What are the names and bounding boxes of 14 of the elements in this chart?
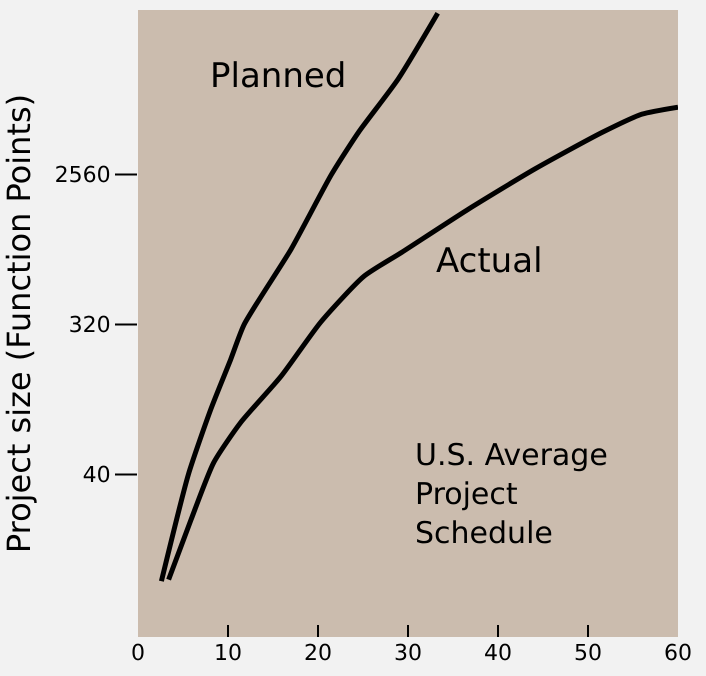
x-tick-label: 20 bbox=[304, 641, 332, 666]
x-tick-label: 60 bbox=[664, 641, 692, 666]
x-tick-label: 40 bbox=[484, 641, 512, 666]
annotation: U.S. Average Project Schedule bbox=[415, 438, 608, 551]
series-label: Actual bbox=[436, 241, 543, 281]
y-tick-label: 320 bbox=[68, 313, 111, 338]
x-tick-label: 50 bbox=[574, 641, 602, 666]
y-axis-title: Project size (Function Points) bbox=[0, 94, 38, 554]
x-tick-label: 10 bbox=[214, 641, 242, 666]
y-tick-label: 40 bbox=[82, 463, 111, 488]
y-tick-label: 2560 bbox=[54, 163, 111, 188]
series-label: Planned bbox=[210, 56, 346, 96]
x-tick-label: 30 bbox=[394, 641, 422, 666]
x-tick-label: 0 bbox=[131, 641, 145, 666]
